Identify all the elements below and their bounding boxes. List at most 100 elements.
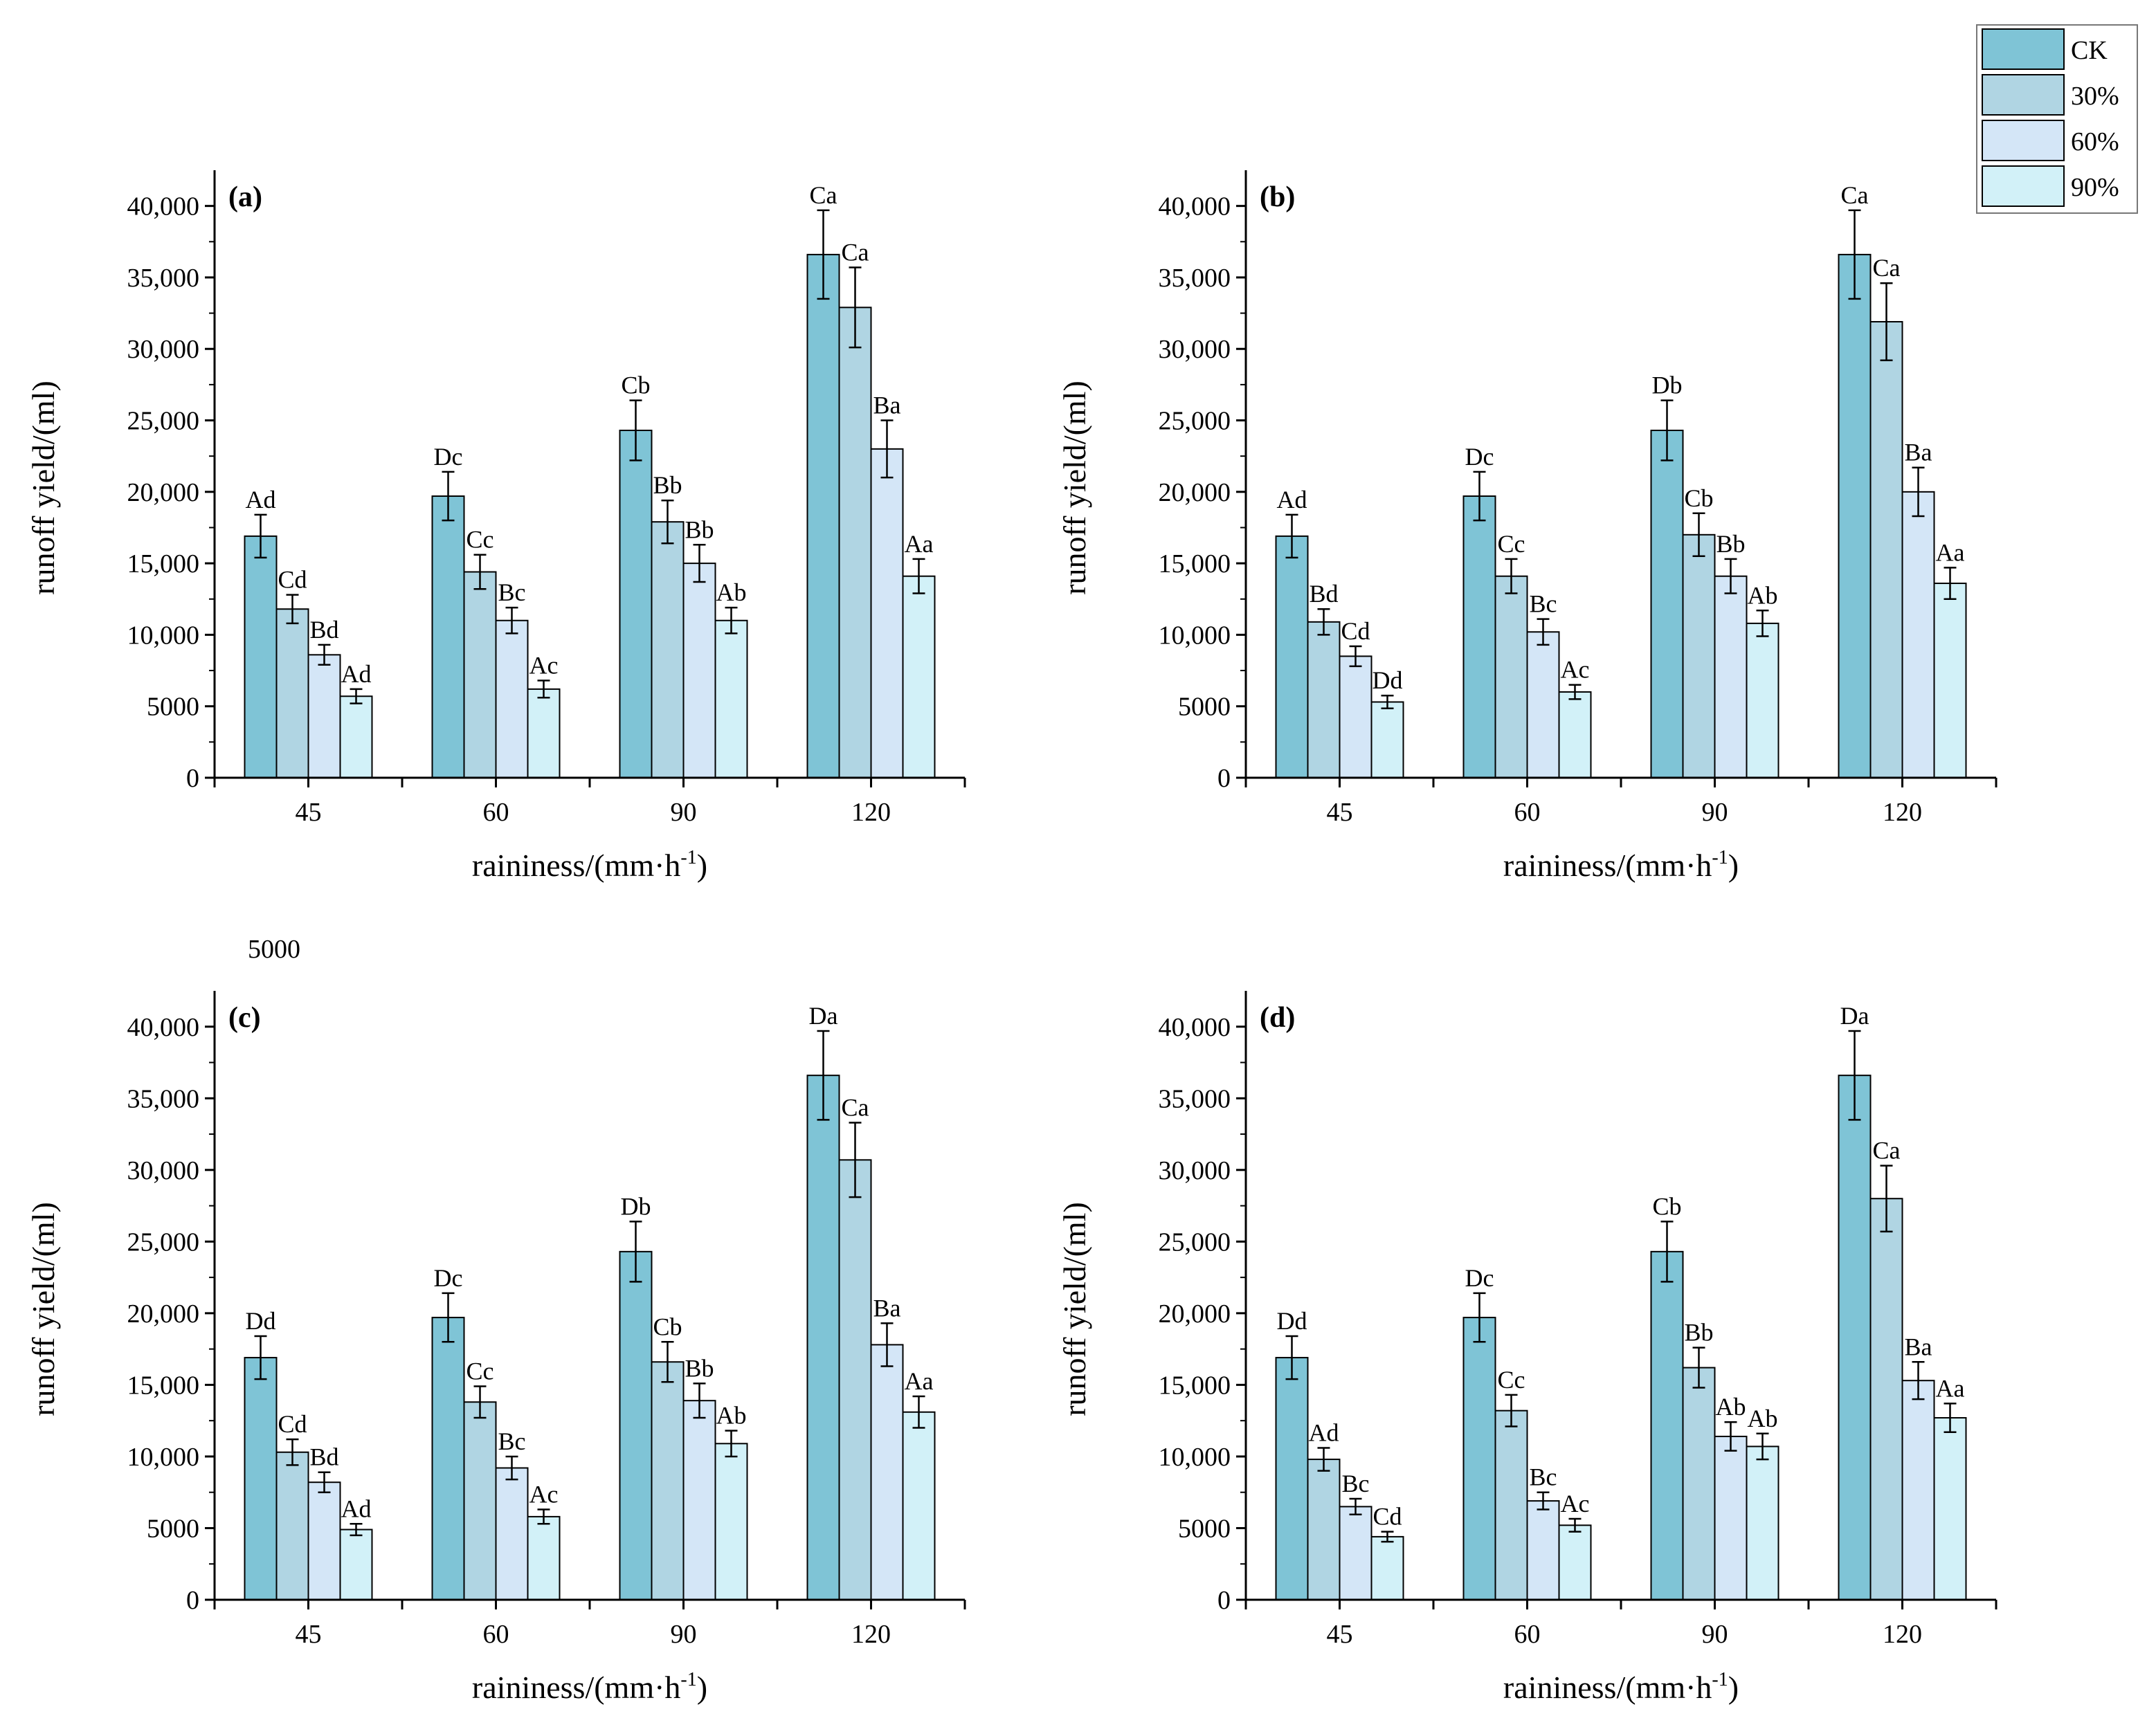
bar — [1494, 1409, 1528, 1601]
x-axis-title-end: ) — [1728, 1670, 1739, 1705]
error-bar — [1537, 1491, 1550, 1510]
legend-swatch — [1982, 165, 2065, 207]
error-bar — [318, 644, 331, 666]
x-axis-title-superscript: -1 — [680, 847, 696, 868]
significance-label: Bc — [1530, 1463, 1557, 1491]
x-axis-title: raininess/(mm·h-1) — [472, 847, 707, 883]
error-bar — [1756, 1432, 1769, 1461]
significance-label: Dd — [1277, 1307, 1307, 1335]
bar — [1682, 533, 1716, 778]
significance-label: Dc — [434, 1264, 463, 1292]
bar — [1339, 1506, 1373, 1601]
y-tick-label: 10,000 — [127, 1443, 200, 1472]
bar — [1746, 622, 1779, 778]
bar — [1307, 621, 1341, 779]
error-bar — [350, 688, 363, 704]
y-axis-title: runoff yield/(ml) — [26, 381, 61, 595]
bar — [682, 563, 716, 779]
bar — [495, 619, 529, 778]
x-tick-label: 90 — [1702, 798, 1728, 827]
significance-label: Aa — [1936, 538, 1965, 566]
significance-label: Ca — [842, 238, 869, 266]
x-axis-title-main: raininess/(mm·h — [1503, 848, 1712, 883]
bar — [1933, 583, 1967, 778]
error-bar — [473, 554, 487, 590]
significance-label: Ac — [1561, 656, 1590, 684]
significance-label: Cd — [1373, 1503, 1402, 1531]
y-axis-title: runoff yield/(ml) — [1057, 381, 1092, 595]
error-bar — [1381, 694, 1394, 710]
y-tick-label: 30,000 — [127, 335, 200, 364]
error-bar — [1505, 1394, 1518, 1427]
y-axis-title: runoff yield/(ml) — [1057, 1202, 1092, 1416]
bar — [1339, 655, 1373, 779]
significance-label: Dd — [1373, 666, 1403, 694]
significance-label: Ab — [716, 578, 747, 606]
bar — [275, 1451, 309, 1601]
bar — [431, 495, 465, 778]
bar — [714, 1443, 748, 1601]
significance-label: Ca — [1841, 181, 1869, 209]
error-bar — [442, 471, 455, 522]
error-bar — [537, 1508, 550, 1525]
error-bar — [1349, 1497, 1362, 1516]
bar — [806, 1075, 840, 1600]
bar — [1933, 1417, 1967, 1601]
significance-label: Dc — [1465, 1264, 1494, 1292]
x-axis-title-end: ) — [1728, 848, 1739, 883]
y-tick-label: 25,000 — [1159, 407, 1231, 436]
stray-label: 5000 — [248, 935, 300, 964]
y-tick-label: 25,000 — [127, 1227, 200, 1257]
error-bar — [1568, 684, 1582, 700]
error-bar — [1285, 513, 1298, 559]
bar — [902, 575, 936, 778]
y-tick-label: 40,000 — [1159, 1013, 1231, 1042]
significance-label: Cc — [1498, 1366, 1525, 1394]
error-bar — [1880, 282, 1893, 362]
x-axis-title-end: ) — [697, 848, 707, 883]
significance-label: Ad — [1309, 1419, 1339, 1447]
y-axis-title: runoff yield/(ml) — [26, 1202, 61, 1416]
error-bar — [1912, 1361, 1925, 1400]
error-bar — [817, 1030, 830, 1121]
significance-label: Bc — [1530, 590, 1557, 618]
error-bar — [1944, 567, 1957, 601]
x-tick-label: 120 — [851, 798, 891, 827]
y-tick-label: 20,000 — [1159, 1299, 1231, 1329]
significance-label: Bc — [498, 1427, 526, 1455]
panel-label: (c) — [228, 1002, 261, 1034]
bar — [463, 571, 497, 778]
significance-label: Ba — [873, 1294, 901, 1322]
error-bar — [1317, 1447, 1330, 1472]
significance-label: Bc — [498, 578, 526, 606]
y-tick-label: 5000 — [147, 693, 199, 722]
error-bar — [1568, 1517, 1582, 1533]
y-tick-label: 35,000 — [1159, 1084, 1231, 1113]
legend-label: CK — [2071, 36, 2108, 65]
bar — [1714, 575, 1748, 778]
significance-label: Bd — [1309, 580, 1338, 608]
y-tick-label: 25,000 — [127, 407, 200, 436]
bar — [1494, 575, 1528, 778]
significance-label: Cd — [278, 1410, 307, 1438]
x-axis-title-superscript: -1 — [1712, 1669, 1728, 1690]
significance-label: Bb — [685, 515, 714, 543]
significance-label: Ca — [810, 181, 837, 209]
error-bar — [912, 558, 925, 594]
x-tick-label: 120 — [851, 1620, 891, 1649]
significance-label: Bb — [1684, 1319, 1713, 1347]
significance-label: Cb — [1652, 1192, 1681, 1220]
significance-label: Cc — [1498, 530, 1525, 558]
bar — [1526, 631, 1560, 779]
legend-swatch — [1982, 28, 2065, 70]
y-tick-label: 20,000 — [127, 478, 200, 507]
significance-label: Ad — [1277, 486, 1307, 513]
panel-d: Dd Dc Cb Da Ad Cc Bb Ca Bc Bc Ab Ba Cd Ac Ab Aa 0 5000 10,… — [1057, 991, 1998, 1705]
bar — [1462, 1317, 1496, 1600]
error-bar — [350, 1523, 363, 1537]
bar — [431, 1317, 465, 1600]
x-tick-label: 90 — [671, 1620, 697, 1649]
error-bar — [286, 1438, 299, 1466]
significance-label: Bb — [653, 471, 682, 499]
bar — [1275, 1357, 1309, 1600]
